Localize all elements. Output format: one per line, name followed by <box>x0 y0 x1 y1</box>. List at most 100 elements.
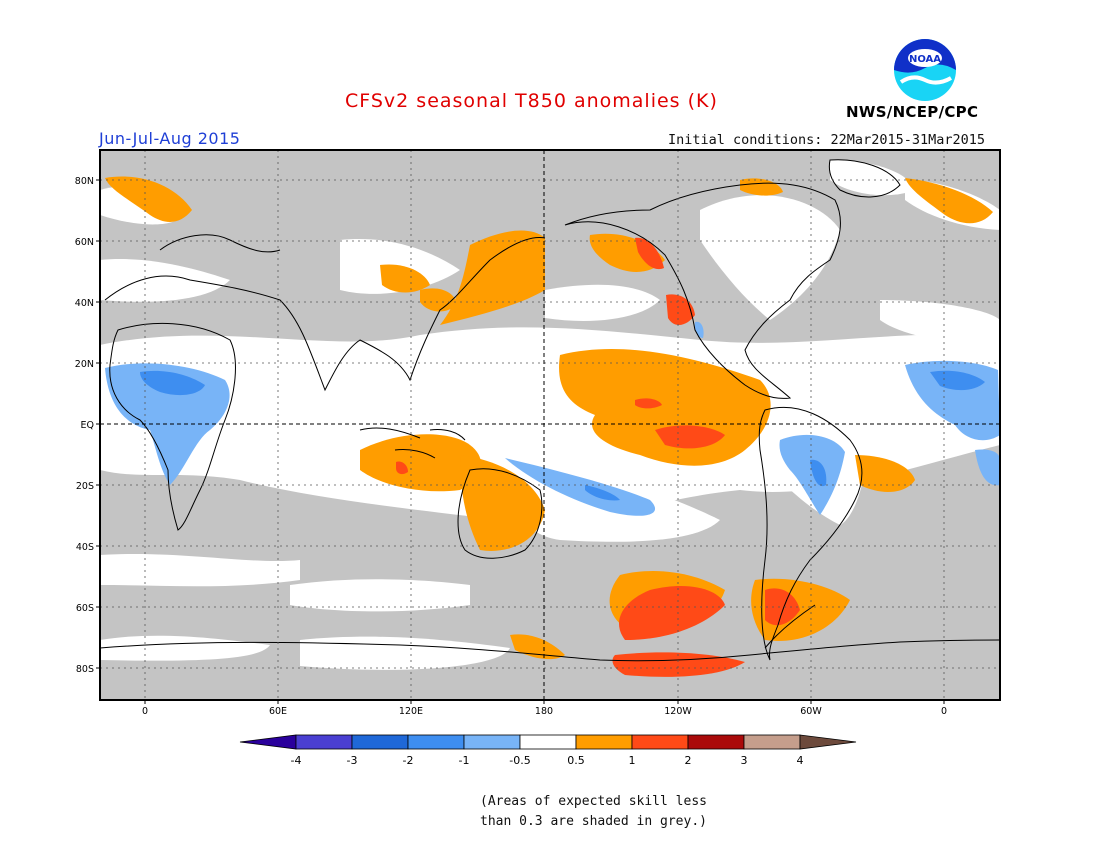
lat-label: 40N <box>75 298 94 309</box>
orange-siberia <box>440 230 545 325</box>
coast-africa <box>109 323 236 531</box>
legend-label: 0.5 <box>567 754 585 767</box>
white-south-band <box>100 553 300 587</box>
organization-label: NWS/NCEP/CPC <box>846 103 979 121</box>
red-drake <box>765 588 800 626</box>
legend-swatch <box>519 734 577 750</box>
lon-label: 180 <box>535 706 553 717</box>
skill-footnote: (Areas of expected skill less than 0.3 a… <box>480 792 707 832</box>
white-antarctic-strip2 <box>300 636 510 670</box>
footnote-line: than 0.3 are shaded in grey.) <box>480 814 707 829</box>
white-north-atlantic <box>880 300 1000 345</box>
orange-greenland <box>740 178 783 196</box>
reference-lines <box>100 150 1000 700</box>
blue-africa-core <box>140 370 205 396</box>
lightblue-spcz <box>505 458 656 516</box>
orange-japan <box>420 288 457 312</box>
red-nino-west <box>635 398 662 409</box>
map-frame <box>99 149 1001 701</box>
lon-ticks <box>144 700 945 704</box>
legend-swatch <box>407 734 465 750</box>
orange-maritime <box>360 434 481 492</box>
white-antarctic-strip <box>100 635 270 661</box>
white-tropical-band <box>100 327 1000 523</box>
lat-label: 60S <box>76 603 94 614</box>
legend-label: 1 <box>629 754 636 767</box>
legend-swatch <box>463 734 521 750</box>
lat-label: 80S <box>76 664 94 675</box>
lat-label: 20S <box>76 481 94 492</box>
lon-label: 0 <box>941 706 947 717</box>
coast-antarctica <box>100 639 1000 662</box>
color-legend <box>239 734 857 750</box>
legend-label: 3 <box>741 754 748 767</box>
lon-label: 60W <box>800 706 822 717</box>
lon-label: 60E <box>269 706 287 717</box>
chart-title: CFSv2 seasonal T850 anomalies (K) <box>345 90 718 112</box>
legend-swatch <box>295 734 353 750</box>
forecast-period: Jun-Jul-Aug 2015 <box>99 129 241 148</box>
legend-swatch <box>799 734 857 750</box>
legend-label: -0.5 <box>509 754 530 767</box>
anomaly-neg1-neg2 <box>140 370 985 501</box>
orange-arctic-right <box>905 178 993 224</box>
coast-north-america <box>564 182 841 399</box>
initial-conditions: Initial conditions: 22Mar2015-31Mar2015 <box>668 132 985 148</box>
lightblue-s-africa <box>975 449 1000 486</box>
orange-arctic-left <box>105 176 192 222</box>
white-pacific-north <box>545 284 660 321</box>
lat-ticks <box>96 179 100 669</box>
white-north-america <box>700 195 840 320</box>
legend-label: 4 <box>797 754 804 767</box>
legend-swatch <box>687 734 745 750</box>
orange-s-atlantic <box>855 455 915 492</box>
red-alaska <box>635 237 664 270</box>
red-s-pacific <box>619 585 725 640</box>
legend-label: -3 <box>347 754 358 767</box>
noaa-logo-icon: NOAA <box>894 39 956 101</box>
lightblue-s-america <box>779 434 845 515</box>
graticule <box>100 150 1000 700</box>
footnote-line: (Areas of expected skill less <box>480 794 707 809</box>
white-europe <box>100 259 230 302</box>
legend-swatch <box>239 734 297 750</box>
legend-label: -1 <box>459 754 470 767</box>
legend-swatch <box>743 734 801 750</box>
lat-label: 40S <box>76 542 94 553</box>
lon-label: 120W <box>664 706 692 717</box>
blue-brazil-core <box>810 459 827 487</box>
legend-swatch <box>351 734 409 750</box>
coastlines <box>100 159 1000 662</box>
lat-label: EQ <box>81 420 94 431</box>
coast-europe-north <box>159 234 281 253</box>
blue-spcz-core <box>585 485 620 501</box>
legend-label: -4 <box>291 754 302 767</box>
coast-eurasia <box>104 236 546 392</box>
lat-label: 80N <box>75 176 94 187</box>
red-maritime-spot <box>396 461 408 475</box>
anomaly-neg0.5-neg1 <box>105 321 1000 516</box>
coast-maritime <box>359 427 466 459</box>
white-south-band2 <box>290 579 470 612</box>
orange-central-asia <box>380 264 430 293</box>
lon-label: 0 <box>142 706 148 717</box>
lon-labels: 0 60E 120E 180 120W 60W 0 <box>142 706 947 717</box>
legend-label: -2 <box>403 754 414 767</box>
coast-australia <box>457 468 543 559</box>
lon-label: 120E <box>399 706 423 717</box>
lightblue-africa <box>105 363 230 485</box>
legend-swatch <box>575 734 633 750</box>
map-field <box>100 150 1000 700</box>
lat-label: 60N <box>75 237 94 248</box>
orange-australia-east <box>460 455 545 551</box>
noaa-logo-text: NOAA <box>909 54 941 65</box>
coast-south-america <box>758 406 863 661</box>
legend-label: 2 <box>685 754 692 767</box>
anomaly-1-2 <box>396 237 800 677</box>
lat-label: 20N <box>75 359 94 370</box>
white-greenland <box>830 160 915 196</box>
lat-labels: 80N 60N 40N 20N EQ 20S 40S 60S 80S <box>75 176 94 675</box>
coast-greenland <box>828 159 901 198</box>
red-nino-core <box>655 425 725 449</box>
